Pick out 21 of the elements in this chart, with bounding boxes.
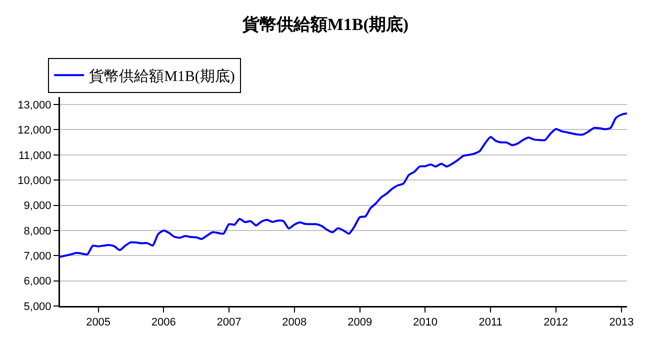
y-tick-label: 6,000 — [24, 276, 52, 288]
x-tick-label: 2013 — [609, 316, 634, 329]
legend-label: 貨幣供給額M1B(期底) — [89, 68, 235, 85]
y-tick-label: 5,000 — [24, 300, 52, 313]
x-tick-label: 2005 — [86, 316, 111, 329]
y-tick-label: 13,000 — [18, 99, 52, 112]
line-series — [60, 112, 627, 258]
x-tick-label: 2010 — [412, 316, 438, 329]
y-tick-label: 10,000 — [18, 174, 52, 187]
x-tick-label: 2006 — [151, 316, 176, 329]
y-tick-label: 9,000 — [24, 200, 52, 212]
y-tick-label: 8,000 — [24, 225, 52, 238]
chart-title: 貨幣供給額M1B(期底) — [241, 14, 409, 34]
x-tick-label: 2009 — [348, 316, 372, 329]
x-tick-label: 2008 — [282, 316, 307, 329]
y-tick-label: 11,000 — [18, 150, 52, 162]
y-tick-label: 12,000 — [18, 124, 52, 137]
x-tick-label: 2011 — [478, 316, 502, 329]
x-tick-label: 2012 — [544, 316, 568, 329]
x-tick-label: 2007 — [216, 316, 242, 329]
y-tick-label: 7,000 — [24, 250, 52, 262]
